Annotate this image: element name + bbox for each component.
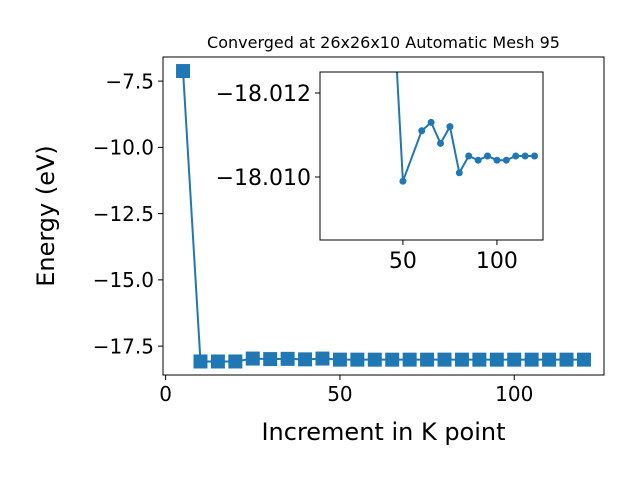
data-point — [210, 354, 225, 369]
data-point — [390, 6, 397, 13]
data-point — [263, 352, 278, 367]
plot-area — [176, 64, 591, 369]
y-tick-label: −7.5 — [105, 69, 154, 93]
data-point — [420, 352, 435, 367]
data-point — [280, 351, 295, 366]
data-point — [332, 352, 347, 367]
y-tick-label: −10.0 — [93, 136, 154, 160]
data-point — [385, 352, 400, 367]
data-point — [521, 152, 529, 160]
x-tick-label: 50 — [389, 249, 417, 274]
x-tick-label: 50 — [327, 382, 352, 406]
data-point — [524, 352, 539, 367]
data-point — [418, 127, 426, 135]
chart-title: Converged at 26x26x10 Automatic Mesh 95 — [207, 33, 560, 52]
x-tick-label: 0 — [159, 382, 172, 406]
data-point — [315, 351, 330, 366]
data-point — [350, 352, 365, 367]
data-point — [193, 354, 208, 369]
y-tick-label: −17.5 — [93, 334, 154, 358]
data-point — [437, 352, 452, 367]
data-point — [493, 156, 501, 164]
data-point — [512, 152, 520, 160]
data-point — [455, 169, 463, 177]
y-tick-label: −18.010 — [216, 166, 311, 191]
x-tick-label: 100 — [476, 249, 518, 274]
plot-area — [390, 6, 539, 185]
y-axis-label: Energy (eV) — [32, 145, 60, 287]
x-tick-label: 100 — [495, 382, 533, 406]
data-point — [472, 352, 487, 367]
data-point — [367, 352, 382, 367]
x-axis-label: Increment in K point — [261, 418, 505, 446]
data-point — [502, 156, 510, 164]
data-point — [437, 139, 445, 147]
data-point — [245, 351, 260, 366]
data-point — [402, 352, 417, 367]
y-tick-label: −18.012 — [216, 82, 311, 107]
data-point — [465, 152, 473, 160]
axes-frame — [162, 56, 605, 376]
data-point — [489, 352, 504, 367]
data-point — [399, 177, 407, 185]
data-point — [427, 118, 435, 126]
axes-frame — [319, 71, 544, 241]
data-point — [228, 354, 243, 369]
data-point — [531, 152, 539, 160]
data-point — [298, 352, 313, 367]
data-point — [576, 352, 591, 367]
axes-background — [320, 72, 543, 240]
data-point — [484, 152, 492, 160]
data-point — [507, 352, 522, 367]
data-point — [446, 123, 454, 131]
data-point — [559, 352, 574, 367]
data-point — [474, 156, 482, 164]
y-tick-label: −15.0 — [93, 268, 154, 292]
y-tick-label: −12.5 — [93, 202, 154, 226]
data-point — [176, 64, 191, 79]
data-point — [454, 352, 469, 367]
data-point — [542, 352, 557, 367]
